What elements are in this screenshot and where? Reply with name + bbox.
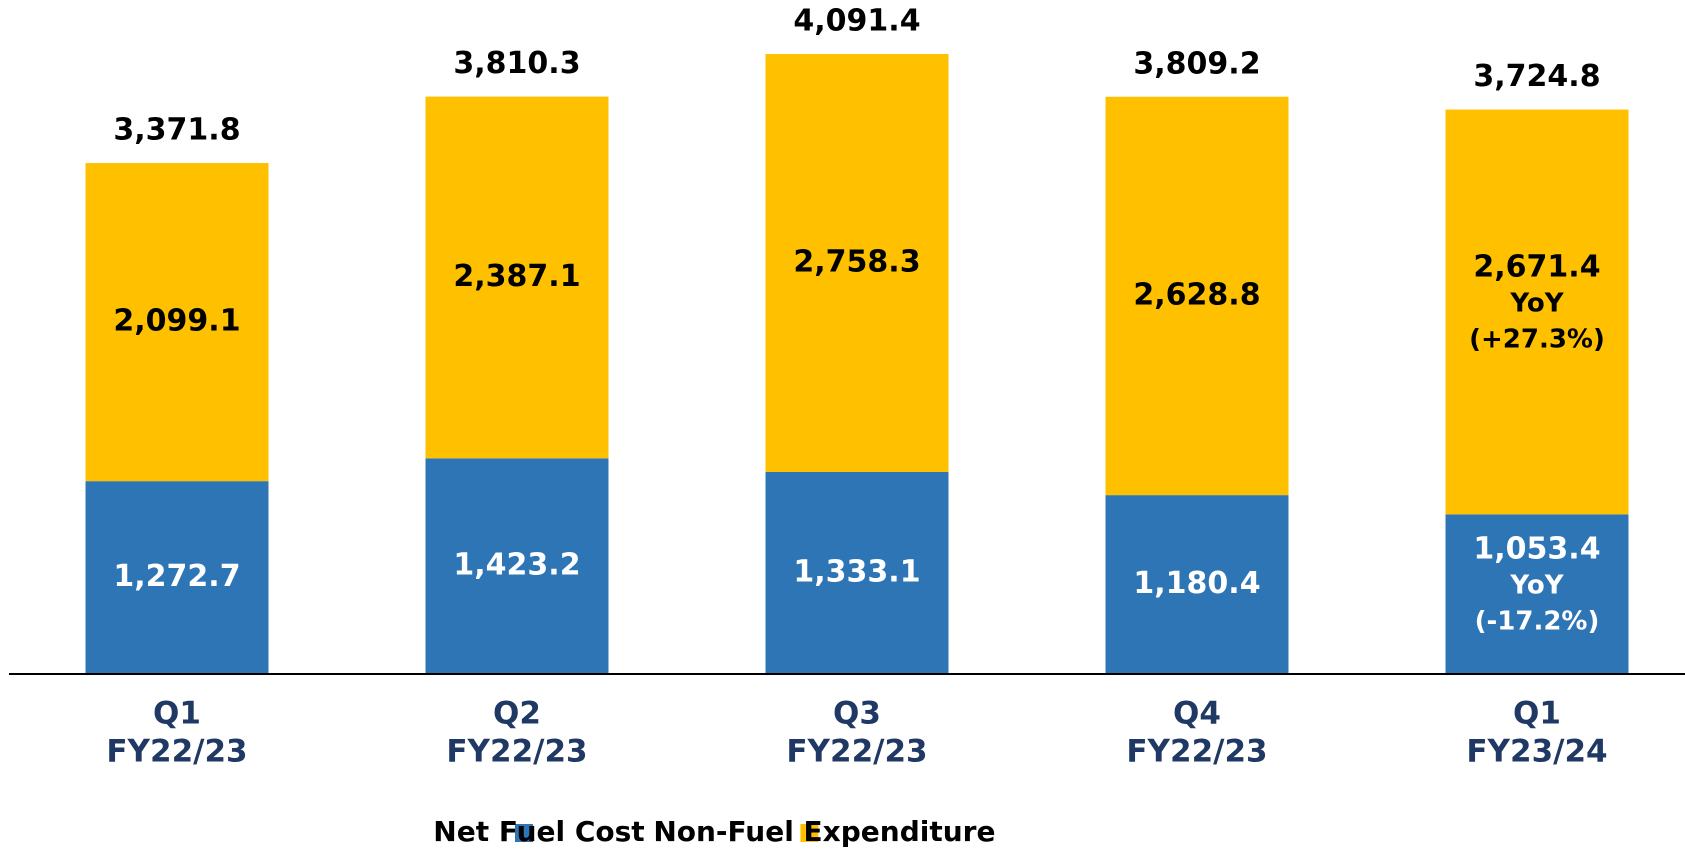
annotation: (-17.2%): [1475, 607, 1600, 637]
x-tick-label: FY22/23: [446, 734, 587, 770]
bar-segment: [85, 163, 269, 482]
value-label: 2,671.4: [1473, 249, 1600, 284]
bar-segment: [85, 481, 269, 674]
total-label: 3,810.3: [453, 46, 580, 81]
annotation: YoY: [1509, 571, 1564, 601]
x-tick-label: Q1: [153, 696, 201, 732]
total-label: 3,371.8: [113, 113, 240, 148]
total-label: 3,724.8: [1473, 59, 1600, 94]
bar-segment: [1445, 514, 1629, 674]
value-label: 2,758.3: [793, 244, 920, 279]
legend-label: Non-Fuel Expenditure: [653, 815, 995, 848]
value-label: 1,333.1: [793, 554, 920, 589]
value-label: 2,387.1: [453, 259, 580, 294]
x-tick-label: Q2: [493, 696, 541, 732]
bar-segment: [765, 54, 949, 472]
bar-segment: [1445, 109, 1629, 515]
total-label: 3,809.2: [1133, 46, 1260, 81]
value-label: 1,423.2: [453, 548, 580, 583]
annotation: (+27.3%): [1469, 324, 1605, 354]
x-tick-label: Q1: [1513, 696, 1561, 732]
value-label: 2,628.8: [1133, 277, 1260, 312]
x-tick-label: Q3: [833, 696, 881, 732]
total-label: 4,091.4: [793, 4, 920, 39]
value-label: 1,272.7: [113, 559, 240, 594]
x-tick-label: Q4: [1173, 696, 1221, 732]
bar-segment: [1105, 96, 1289, 496]
x-tick-label: FY23/24: [1466, 734, 1607, 770]
bar-segment: [1105, 495, 1289, 674]
annotation: YoY: [1509, 288, 1564, 318]
legend-swatch: [515, 824, 533, 842]
bar-segment: [425, 458, 609, 674]
legend-label: Net Fuel Cost: [433, 815, 644, 848]
x-tick-label: FY22/23: [106, 734, 247, 770]
value-label: 1,180.4: [1133, 566, 1260, 601]
x-tick-label: FY22/23: [786, 734, 927, 770]
value-label: 1,053.4: [1473, 532, 1600, 567]
value-label: 2,099.1: [113, 304, 240, 339]
x-tick-label: FY22/23: [1126, 734, 1267, 770]
bar-segment: [425, 96, 609, 459]
legend-swatch: [800, 824, 819, 842]
bar-segment: [765, 471, 949, 674]
